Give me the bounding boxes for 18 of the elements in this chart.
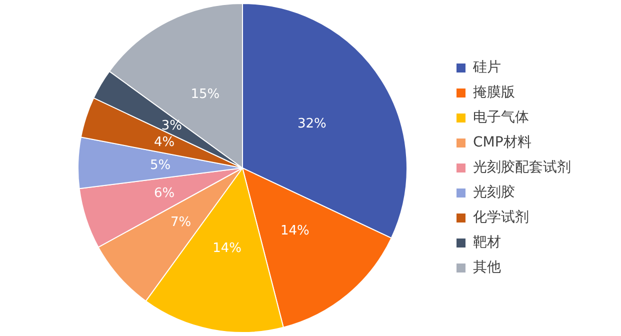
legend-label: 光刻胶配套试剂: [473, 160, 571, 176]
legend-label: 电子气体: [473, 110, 529, 126]
data-label: 5%: [150, 158, 171, 173]
data-label: 15%: [190, 87, 220, 102]
legend-label: 掩膜版: [473, 84, 515, 101]
data-label: 14%: [212, 241, 242, 256]
legend-label: 光刻胶: [473, 184, 515, 201]
legend-label: 其他: [473, 260, 501, 276]
legend-label: 靶材: [473, 234, 501, 251]
legend-label: CMP材料: [473, 134, 532, 151]
data-label: 3%: [161, 118, 182, 134]
legend-label: 化学试剂: [473, 210, 529, 226]
data-label: 14%: [280, 224, 310, 239]
data-label: 32%: [297, 116, 326, 132]
legend-label: 硅片: [472, 60, 501, 76]
data-label: 7%: [170, 214, 192, 230]
data-label: 6%: [154, 186, 175, 201]
data-label: 4%: [154, 134, 175, 150]
